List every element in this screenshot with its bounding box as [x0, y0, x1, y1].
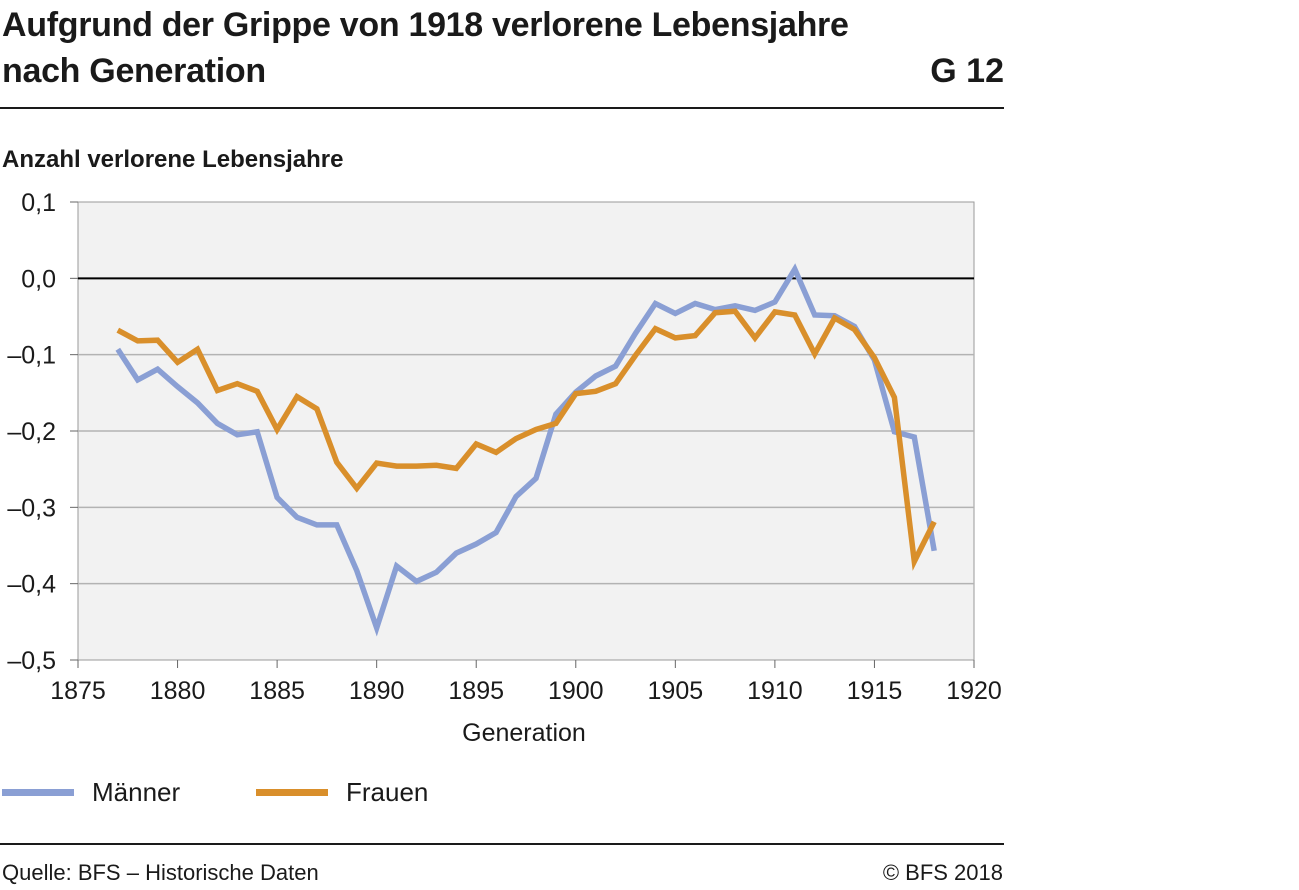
y-tick-label: –0,1	[7, 342, 56, 370]
x-tick-label: 1910	[747, 677, 803, 705]
x-tick-label: 1895	[448, 677, 504, 705]
x-tick-label: 1880	[150, 677, 206, 705]
chart-title-line1: Aufgrund der Grippe von 1918 verlorene L…	[2, 6, 849, 44]
legend-item-frauen: Frauen	[256, 774, 428, 810]
x-tick-label: 1905	[648, 677, 704, 705]
y-tick-label: 0,1	[21, 189, 56, 217]
y-tick-label: –0,5	[7, 647, 56, 675]
series-line-maenner	[115, 263, 937, 637]
footer-rule	[0, 843, 1004, 845]
copyright-note: © BFS 2018	[882, 860, 1003, 885]
x-tick-label: 1875	[50, 677, 106, 705]
chart-code: G 12	[930, 52, 1004, 90]
y-tick-label: 0,0	[21, 265, 56, 293]
y-tick-label: –0,4	[7, 571, 56, 599]
y-axis-label: Anzahl verlorene Lebensjahre	[2, 146, 344, 173]
x-tick-label: 1890	[349, 677, 405, 705]
legend-item-maenner: Männer	[2, 774, 180, 810]
y-tick-label: –0,3	[7, 494, 56, 522]
x-tick-label: 1920	[946, 677, 1002, 705]
chart-title-line2: nach Generation	[2, 52, 266, 90]
x-tick-label: 1915	[847, 677, 903, 705]
x-tick-label: 1885	[249, 677, 305, 705]
header-rule	[0, 107, 1004, 109]
y-tick-label: –0,2	[7, 418, 56, 446]
legend-swatch-maenner	[2, 788, 74, 796]
source-note: Quelle: BFS – Historische Daten	[2, 860, 319, 885]
legend-label-maenner: Männer	[92, 776, 181, 807]
legend-label-frauen: Frauen	[346, 776, 429, 807]
series-line-frauen	[116, 308, 937, 571]
chart-title: Aufgrund der Grippe von 1918 verlorene L…	[2, 2, 1004, 94]
x-axis-label: Generation	[462, 719, 586, 747]
x-tick-label: 1900	[548, 677, 604, 705]
legend-swatch-frauen	[256, 788, 328, 796]
